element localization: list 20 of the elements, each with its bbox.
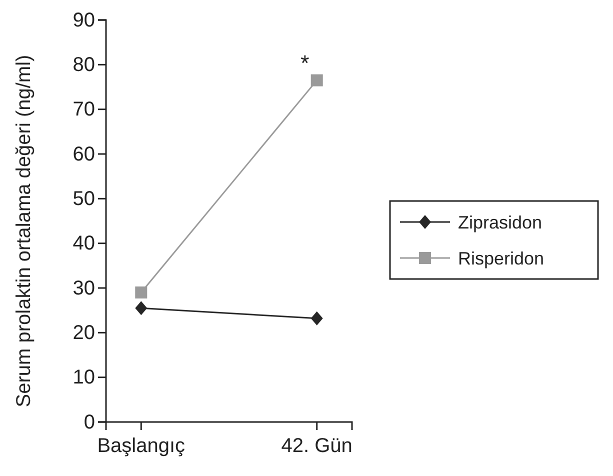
y-axis-title: Serum prolaktin ortalama değeri (ng/ml) bbox=[13, 54, 35, 408]
y-tick-label: 30 bbox=[72, 277, 95, 300]
legend-label: Risperidon bbox=[458, 248, 544, 268]
y-tick-label: 50 bbox=[72, 188, 95, 210]
y-tick-label: 20 bbox=[72, 322, 95, 344]
point bbox=[310, 311, 323, 326]
legend-label: Ziprasidon bbox=[458, 212, 542, 232]
y-tick-label: 70 bbox=[72, 98, 95, 121]
point bbox=[135, 301, 148, 316]
y-tick-label: 80 bbox=[72, 54, 95, 76]
y-tick-label: 10 bbox=[72, 366, 95, 389]
y-tick-label: 0 bbox=[84, 411, 95, 434]
annotation: * bbox=[300, 50, 310, 76]
x-tick-label: 42. Gün bbox=[281, 435, 352, 457]
y-tick-label: 60 bbox=[72, 143, 95, 166]
y-tick-label: 90 bbox=[72, 9, 95, 32]
y-tick-label: 40 bbox=[72, 232, 95, 255]
x-tick-label: Başlangıç bbox=[97, 435, 186, 457]
point bbox=[135, 286, 148, 298]
point bbox=[310, 74, 323, 86]
